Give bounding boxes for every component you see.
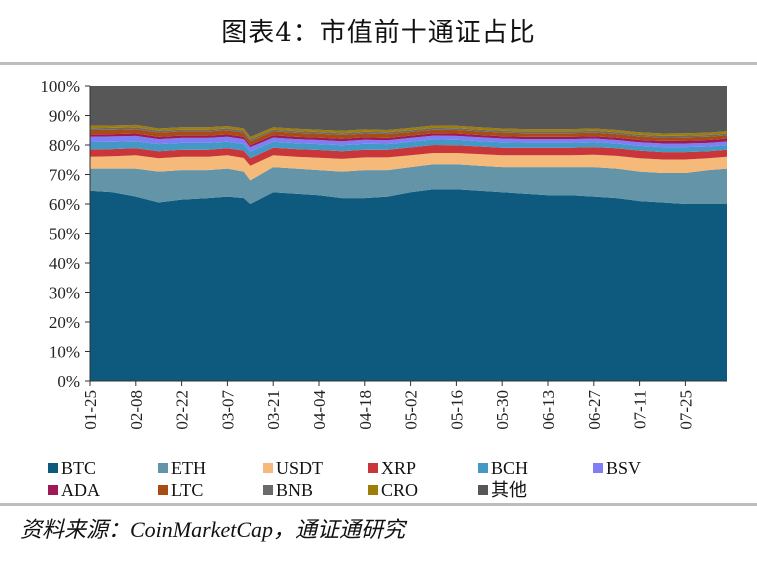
area-ETH [90,164,727,204]
x-tick-label: 06-13 [539,390,558,430]
legend-label: XRP [381,458,417,478]
legend-swatch [158,463,168,473]
legend-label: BCH [491,458,529,478]
legend-swatch [478,485,488,495]
legend-item-BCH: BCH [478,458,528,478]
legend-label: BSV [606,458,642,478]
area-BSV [90,135,727,152]
legend-item-其他: 其他 [478,480,527,500]
legend-swatch [368,463,378,473]
x-tick-label: 07-11 [631,390,650,429]
bottom-divider [0,503,757,506]
x-tick-label: 05-02 [402,390,421,430]
x-tick-label: 06-27 [585,390,604,430]
x-tick-label: 05-30 [493,390,512,430]
legend-swatch [478,463,488,473]
x-tick-label: 03-21 [264,390,283,430]
legend-item-XRP: XRP [368,458,416,478]
axes [85,85,727,386]
source-note: 资料来源：CoinMarketCap，通证通研究 [20,517,405,542]
y-tick-label: 40% [49,254,80,273]
y-tick-label: 60% [49,195,80,214]
legend-label: 其他 [491,480,527,500]
x-tick-label: 04-18 [356,390,375,430]
top-divider [0,62,757,65]
area-BCH [90,139,727,159]
legend-swatch [158,485,168,495]
legend-item-USDT: USDT [263,458,323,478]
area-ADA [90,133,727,148]
legend-label: BTC [61,458,97,478]
x-tick-label: 01-25 [81,390,100,430]
y-tick-labels: 0% 10% 20% 30% 40% 50% 60% 70% 80% 90% 100% [40,77,80,391]
legend-swatch [48,463,58,473]
legend-item-BTC: BTC [48,458,96,478]
x-tick-label: 04-04 [310,390,329,430]
y-tick-label: 100% [40,77,80,96]
x-tick-label: 02-22 [173,390,192,430]
chart-title: 图表4：市值前十通证占比 [221,18,536,48]
legend-label: USDT [276,458,324,478]
legend-swatch [48,485,58,495]
legend-item-CRO: CRO [368,480,418,500]
x-tick-label: 03-07 [218,390,237,430]
legend-item-BNB: BNB [263,480,313,500]
legend-label: BNB [276,480,314,500]
legend-label: ADA [61,480,100,500]
area-BTC [90,189,727,381]
x-tick-label: 07-25 [676,390,695,430]
y-tick-label: 80% [49,136,80,155]
x-tick-label: 02-08 [127,390,146,430]
series-areas [90,86,727,381]
legend-label: CRO [381,480,419,500]
area-CRO [90,124,727,140]
area-XRP [90,145,727,166]
legend-swatch [368,485,378,495]
y-tick-label: 90% [49,107,80,126]
legend-swatch [263,463,273,473]
x-tick-labels: 01-25 02-08 02-22 03-07 03-21 04-04 04-18 05-02… [81,390,695,430]
area-LTC [90,129,727,145]
y-tick-label: 30% [49,284,80,303]
x-tick-label: 05-16 [447,390,466,430]
y-tick-label: 50% [49,225,80,244]
y-tick-label: 20% [49,313,80,332]
y-tick-label: 70% [49,166,80,185]
legend-item-ETH: ETH [158,458,206,478]
legend-swatch [593,463,603,473]
legend-swatch [263,485,273,495]
legend-item-ADA: ADA [48,480,100,500]
area-其他 [90,86,727,137]
y-tick-label: 10% [49,343,80,362]
legend-label: LTC [171,480,204,500]
legend-item-BSV: BSV [593,458,641,478]
area-USDT [90,153,727,181]
legend-label: ETH [171,458,206,478]
legend-item-LTC: LTC [158,480,203,500]
stacked-area-chart: 0%10%20%30%40%50%60%70%80%90%100% 01-25 0… [40,77,727,430]
y-tick-label: 0% [57,372,80,391]
